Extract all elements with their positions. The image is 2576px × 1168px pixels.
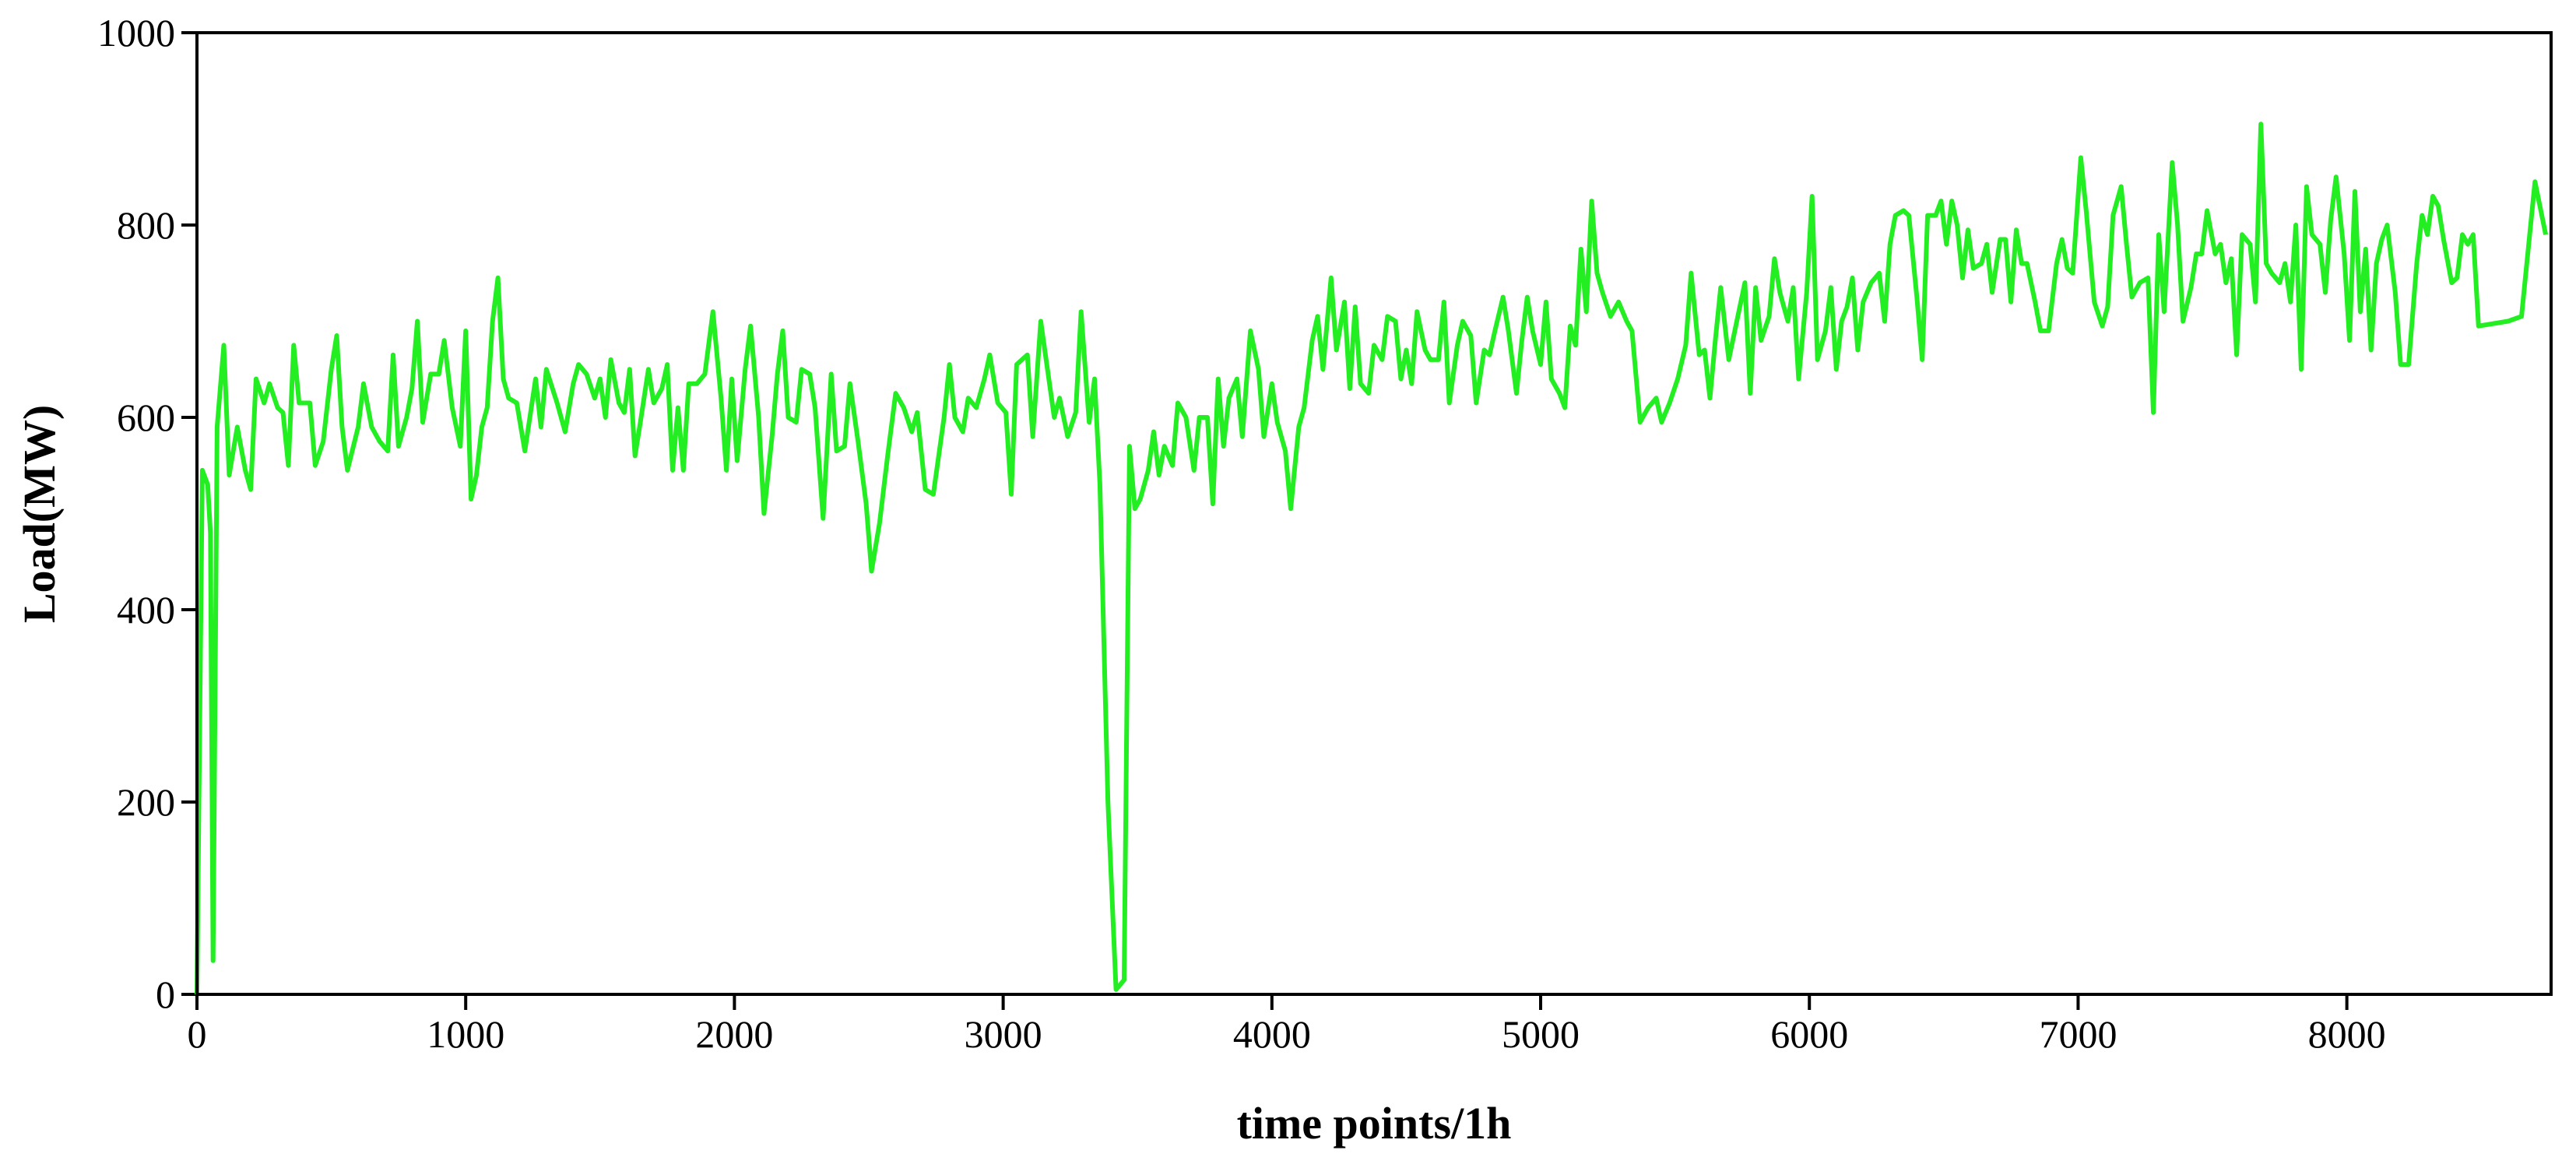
- x-tick-label: 3000: [965, 1012, 1042, 1056]
- x-tick-label: 8000: [2308, 1012, 2386, 1056]
- y-tick-label: 0: [156, 973, 175, 1016]
- x-tick-label: 1000: [427, 1012, 504, 1056]
- plot-frame: [195, 31, 2553, 996]
- x-tick-label: 2000: [695, 1012, 773, 1056]
- y-tick-label: 600: [117, 396, 175, 439]
- x-tick-label: 5000: [1502, 1012, 1580, 1056]
- x-tick-label: 6000: [1770, 1012, 1848, 1056]
- y-tick-label: 200: [117, 780, 175, 824]
- load-line: [195, 121, 2549, 995]
- x-tick-label: 7000: [2039, 1012, 2117, 1056]
- x-tick-label: 0: [188, 1012, 207, 1056]
- x-axis-title: time points/1h: [1237, 1098, 1512, 1149]
- y-tick-label: 800: [117, 203, 175, 247]
- y-tick-label: 400: [117, 588, 175, 631]
- y-axis-title: Load(MW): [14, 405, 65, 623]
- y-tick-label: 1000: [97, 11, 175, 55]
- x-tick-label: 4000: [1233, 1012, 1311, 1056]
